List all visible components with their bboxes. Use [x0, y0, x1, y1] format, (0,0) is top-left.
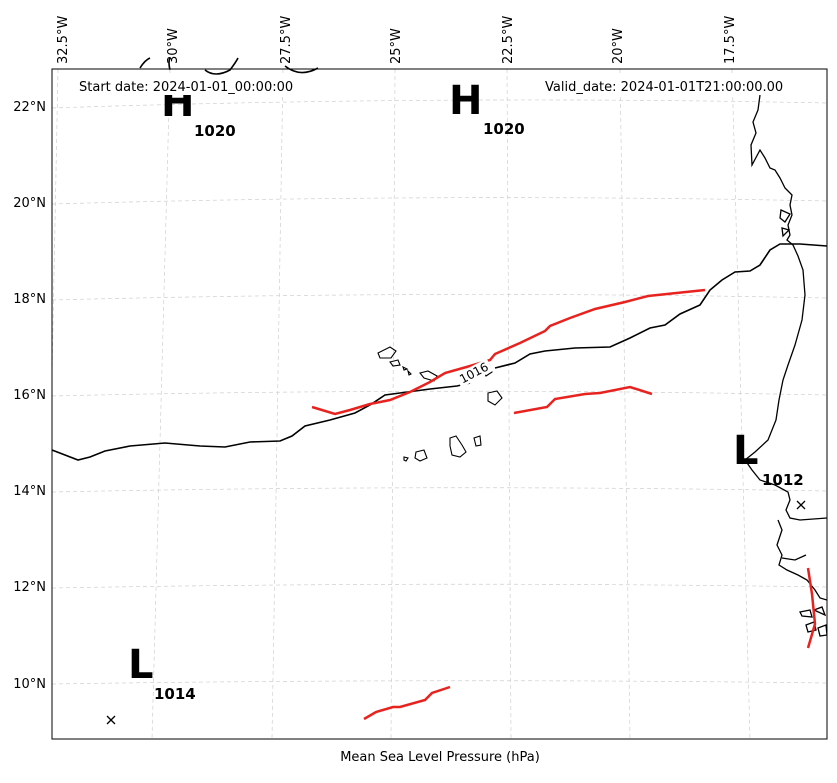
low-center-markers [106, 500, 806, 725]
lat-tick-label: 18°N [13, 292, 46, 307]
low-pressure-symbol-2: L [128, 642, 154, 688]
lon-tick-label: 20°W [611, 28, 626, 64]
front-4 [806, 567, 817, 649]
isobar-1016 [52, 243, 827, 461]
front-3 [363, 685, 451, 721]
lat-tick-label: 12°N [13, 580, 46, 595]
high-pressure-value-2: 1020 [483, 120, 525, 138]
front-2 [513, 385, 653, 415]
coastline-africa [744, 94, 827, 637]
low-center-marker-1 [796, 500, 806, 510]
lon-tick-label: 30°W [166, 28, 181, 64]
lat-tick-label: 14°N [13, 484, 46, 499]
low-pressure-value-2: 1014 [154, 685, 196, 703]
low-pressure-symbol-1: L [733, 428, 759, 474]
lat-tick-label: 22°N [13, 100, 46, 115]
lat-tick-label: 20°N [13, 196, 46, 211]
x-axis-label: Mean Sea Level Pressure (hPa) [340, 750, 540, 765]
start-date-label: Start date: 2024-01-01_00:00:00 [79, 80, 293, 95]
lon-tick-label: 22.5°W [501, 16, 516, 64]
lat-tick-label: 10°N [13, 677, 46, 692]
graticule [52, 69, 827, 739]
cape-verde-islands [377, 346, 503, 462]
high-pressure-symbol-2: H [449, 78, 482, 124]
low-center-marker-2 [106, 715, 116, 725]
lon-tick-label: 25°W [389, 28, 404, 64]
valid-date-label: Valid_date: 2024-01-01T21:00:00.00 [545, 80, 783, 95]
high-pressure-value-1: 1020 [194, 122, 236, 140]
lon-tick-label: 32.5°W [56, 16, 71, 64]
lon-tick-label: 27.5°W [279, 16, 294, 64]
surface-fronts [311, 288, 817, 721]
latitude-ticks: 22°N 20°N 18°N 16°N 14°N 12°N 10°N [13, 100, 46, 692]
low-pressure-value-1: 1012 [762, 471, 804, 489]
lat-tick-label: 16°N [13, 388, 46, 403]
lon-tick-label: 17.5°W [723, 16, 738, 64]
longitude-ticks: 32.5°W 30°W 27.5°W 25°W 22.5°W 20°W 17.5… [56, 16, 738, 64]
map-frame [51, 68, 828, 740]
front-1 [311, 288, 706, 416]
